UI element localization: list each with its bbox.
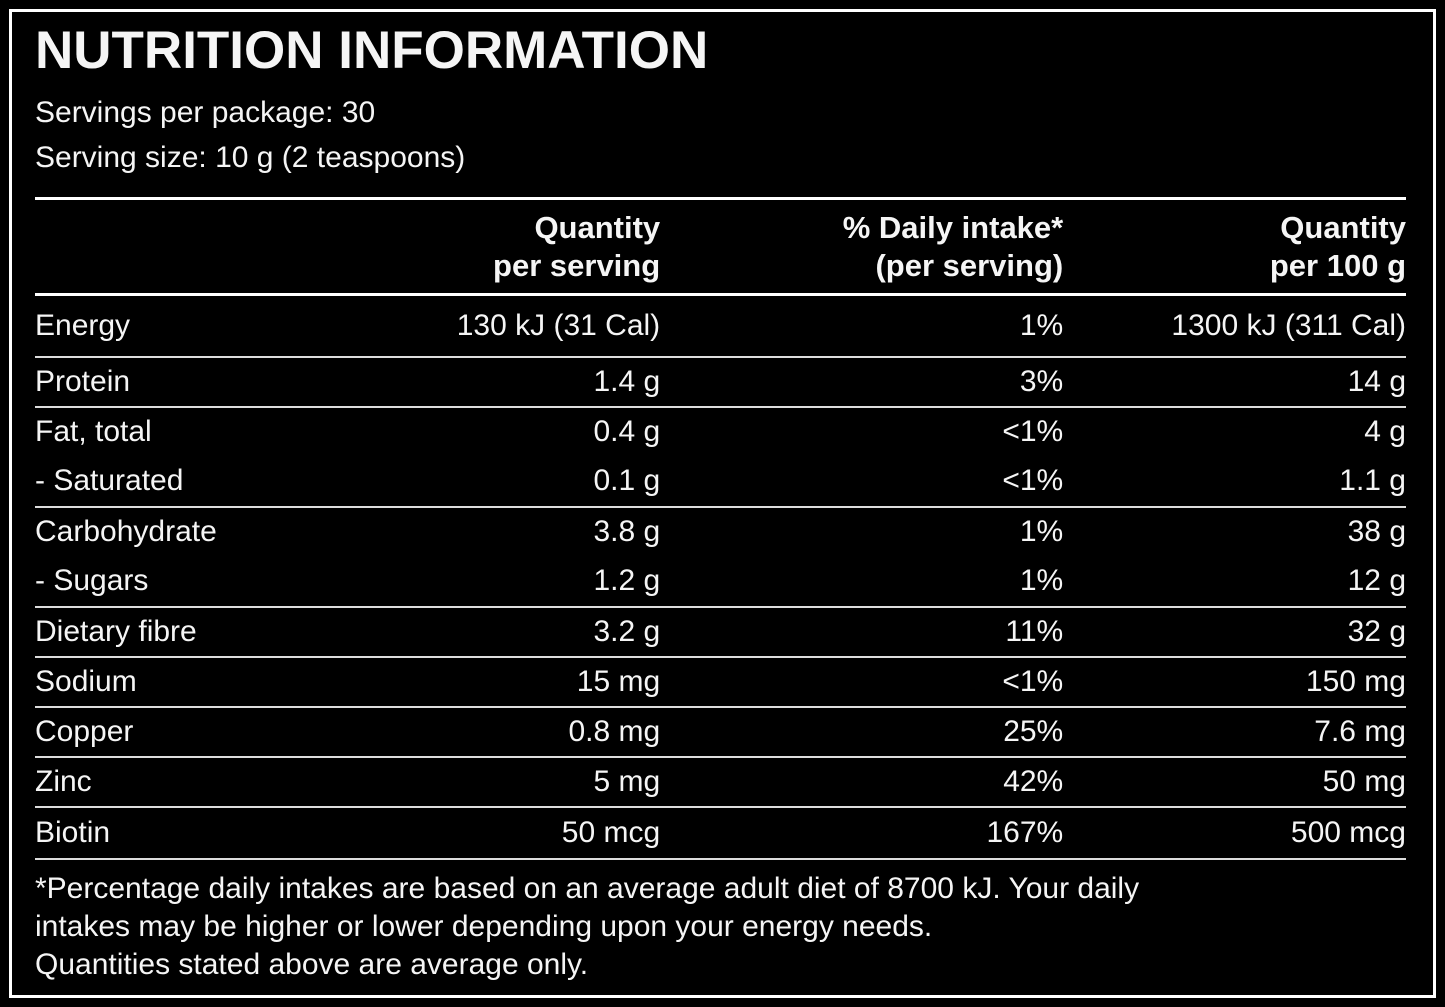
nutrient-name: Dietary fibre: [35, 614, 197, 648]
quantity-per-100g: 1.1 g: [1339, 464, 1406, 497]
table-row: - Saturated 0.1 g <1% 1.1 g: [35, 457, 1406, 507]
header-daily-intake: % Daily intake* (per serving): [660, 199, 1064, 295]
table-header-row: Quantity per serving % Daily intake* (pe…: [35, 199, 1406, 295]
daily-intake: 11%: [1005, 614, 1064, 648]
header-quantity-per-100g: Quantity per 100 g: [1063, 199, 1406, 295]
daily-intake: 167%: [986, 815, 1064, 849]
daily-intake: 42%: [1003, 764, 1064, 798]
nutrient-name: Zinc: [35, 764, 92, 798]
servings-per-package: Servings per package: 30: [35, 96, 376, 129]
header-line: (per serving): [875, 247, 1064, 283]
table-row: Zinc 5 mg 42% 50 mg: [35, 757, 1406, 807]
quantity-per-100g: 12 g: [1347, 564, 1406, 597]
quantity-per-serving: 15 mg: [576, 664, 661, 698]
daily-intake: <1%: [1002, 464, 1064, 497]
footnote-line: *Percentage daily intakes are based on a…: [35, 871, 1140, 905]
nutrient-name: Biotin: [35, 815, 111, 849]
daily-intake: 1%: [1019, 515, 1064, 548]
header-nutrient: [35, 199, 378, 295]
quantity-per-serving: 1.2 g: [593, 564, 661, 597]
quantity-per-serving: 130 kJ (31 Cal): [456, 308, 661, 342]
quantity-per-100g: 1300 kJ (311 Cal): [1171, 308, 1406, 342]
daily-intake: 3%: [1019, 364, 1064, 398]
header-line: % Daily intake*: [842, 209, 1064, 245]
daily-intake: 1%: [1019, 308, 1064, 342]
nutrition-table: Quantity per serving % Daily intake* (pe…: [35, 197, 1406, 860]
quantity-per-serving: 0.1 g: [593, 464, 661, 497]
footnote-line: intakes may be higher or lower depending…: [35, 909, 933, 943]
daily-intake: 25%: [1003, 714, 1064, 748]
header-line: Quantity: [1280, 209, 1406, 245]
table-row: Sodium 15 mg <1% 150 mg: [35, 657, 1406, 707]
nutrient-name: - Sugars: [35, 564, 149, 597]
quantity-per-100g: 4 g: [1364, 415, 1406, 448]
quantity-per-100g: 38 g: [1347, 515, 1406, 548]
nutrition-panel: NUTRITION INFORMATION Servings per packa…: [9, 9, 1436, 998]
table-row: Protein 1.4 g 3% 14 g: [35, 357, 1406, 407]
daily-intake: 1%: [1019, 564, 1064, 597]
nutrition-table-body: Energy 130 kJ (31 Cal) 1% 1300 kJ (311 Cal)…: [35, 295, 1406, 859]
header-line: per 100 g: [1269, 247, 1406, 283]
table-row: Dietary fibre 3.2 g 11% 32 g: [35, 607, 1406, 657]
nutrient-name: Protein: [35, 364, 131, 398]
daily-intake: <1%: [1002, 664, 1064, 698]
table-row: Fat, total 0.4 g <1% 4 g: [35, 407, 1406, 457]
nutrient-name: Energy: [35, 308, 131, 342]
header-quantity-per-serving: Quantity per serving: [378, 199, 660, 295]
nutrient-name: Carbohydrate: [35, 515, 217, 548]
table-row: Biotin 50 mcg 167% 500 mcg: [35, 807, 1406, 859]
nutrient-name: Sodium: [35, 664, 137, 698]
quantity-per-100g: 32 g: [1347, 614, 1406, 648]
quantity-per-serving: 0.8 mg: [568, 714, 661, 748]
quantity-per-100g: 50 mg: [1322, 764, 1406, 798]
header-line: per serving: [493, 247, 661, 283]
quantity-per-100g: 150 mg: [1305, 664, 1406, 698]
quantity-per-100g: 14 g: [1347, 364, 1406, 398]
quantity-per-serving: 50 mcg: [561, 815, 661, 849]
quantity-per-serving: 5 mg: [593, 764, 661, 798]
daily-intake: <1%: [1002, 415, 1064, 448]
quantity-per-serving: 0.4 g: [593, 415, 661, 448]
serving-size: Serving size: 10 g (2 teaspoons): [35, 141, 466, 174]
quantity-per-serving: 3.2 g: [593, 614, 661, 648]
table-row: Energy 130 kJ (31 Cal) 1% 1300 kJ (311 Cal): [35, 295, 1406, 357]
quantity-per-100g: 500 mcg: [1290, 815, 1406, 849]
quantity-per-100g: 7.6 mg: [1314, 714, 1406, 748]
table-row: Carbohydrate 3.8 g 1% 38 g: [35, 507, 1406, 557]
footnote-line: Quantities stated above are average only…: [35, 947, 589, 981]
table-row: Copper 0.8 mg 25% 7.6 mg: [35, 707, 1406, 757]
footnote: *Percentage daily intakes are based on a…: [35, 860, 1406, 984]
panel-title: NUTRITION INFORMATION: [35, 21, 709, 80]
nutrient-name: Copper: [35, 714, 134, 748]
nutrient-name: - Saturated: [35, 464, 184, 497]
quantity-per-serving: 3.8 g: [593, 515, 661, 548]
header-line: Quantity: [534, 209, 661, 245]
quantity-per-serving: 1.4 g: [593, 364, 661, 398]
nutrient-name: Fat, total: [35, 415, 152, 448]
table-row: - Sugars 1.2 g 1% 12 g: [35, 557, 1406, 607]
